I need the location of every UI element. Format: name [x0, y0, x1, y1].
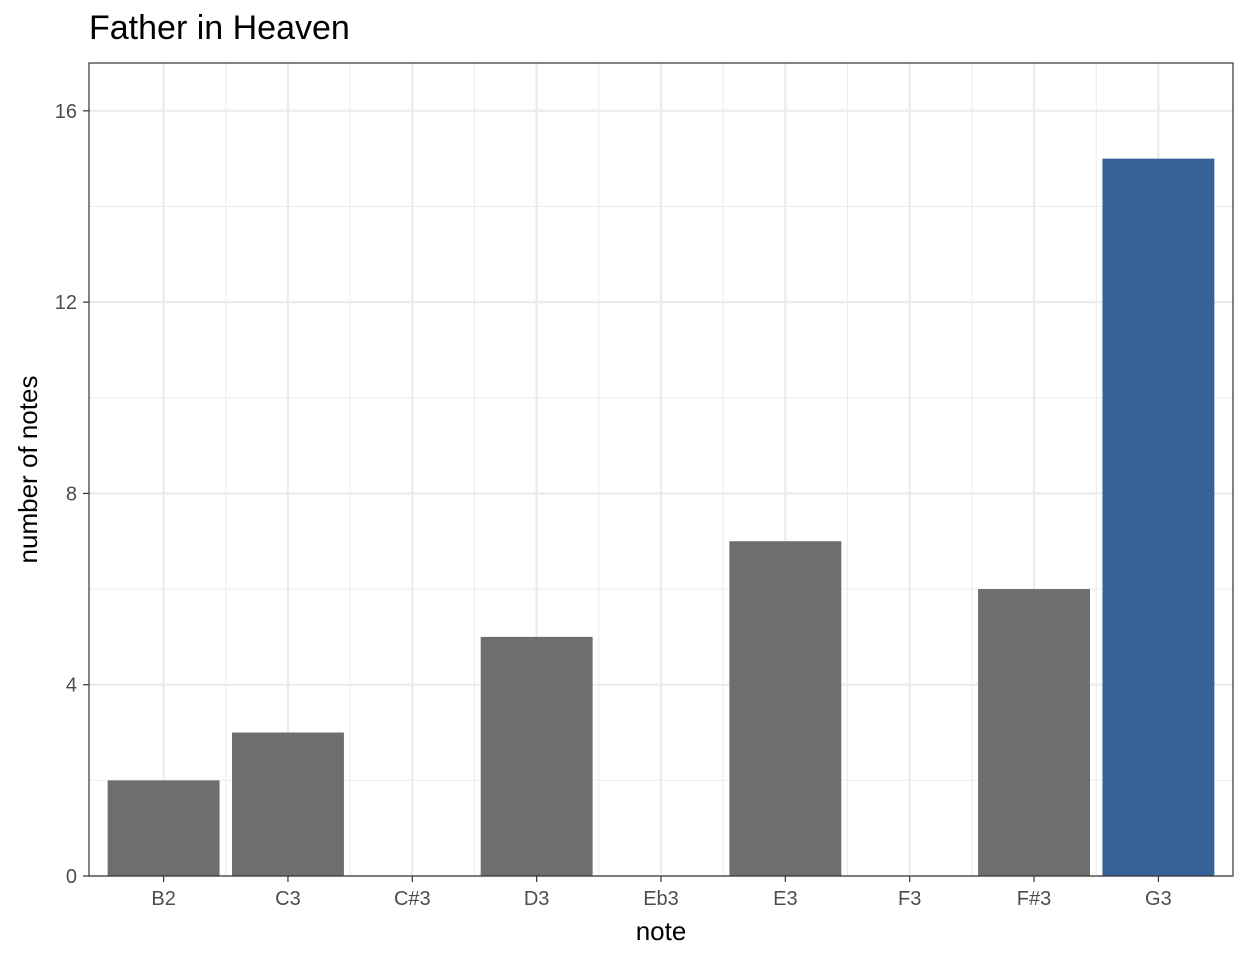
bar-fsharp3 — [978, 589, 1090, 876]
y-tick-label: 12 — [55, 292, 77, 314]
x-tick-label: F3 — [898, 888, 921, 910]
x-tick-label: B2 — [151, 888, 175, 910]
x-tick-label: C#3 — [394, 888, 431, 910]
bar-d3 — [480, 636, 593, 876]
x-tick-label: E3 — [773, 888, 797, 910]
bar-c3 — [232, 732, 344, 876]
y-axis: 0 4 8 12 16 — [55, 101, 89, 888]
bar-e3 — [729, 541, 842, 876]
x-tick-label: D3 — [524, 888, 550, 910]
y-tick-label: 16 — [55, 101, 77, 123]
x-tick-label: Eb3 — [643, 888, 679, 910]
x-tick-label: C3 — [275, 888, 301, 910]
bar-g3 — [1102, 158, 1215, 876]
y-tick-label: 4 — [66, 675, 77, 697]
bars — [107, 158, 1215, 876]
x-tick-label: G3 — [1145, 888, 1172, 910]
bar-b2 — [107, 780, 220, 876]
y-tick-label: 0 — [66, 866, 77, 888]
y-axis-title: number of notes — [13, 376, 43, 564]
chart-title: Father in Heaven — [89, 9, 350, 47]
x-tick-label: F#3 — [1017, 888, 1051, 910]
y-tick-label: 8 — [66, 483, 77, 505]
x-axis-title: note — [636, 916, 687, 946]
x-axis: B2 C3 C#3 D3 Eb3 E3 F3 F#3 G3 — [151, 876, 1172, 910]
